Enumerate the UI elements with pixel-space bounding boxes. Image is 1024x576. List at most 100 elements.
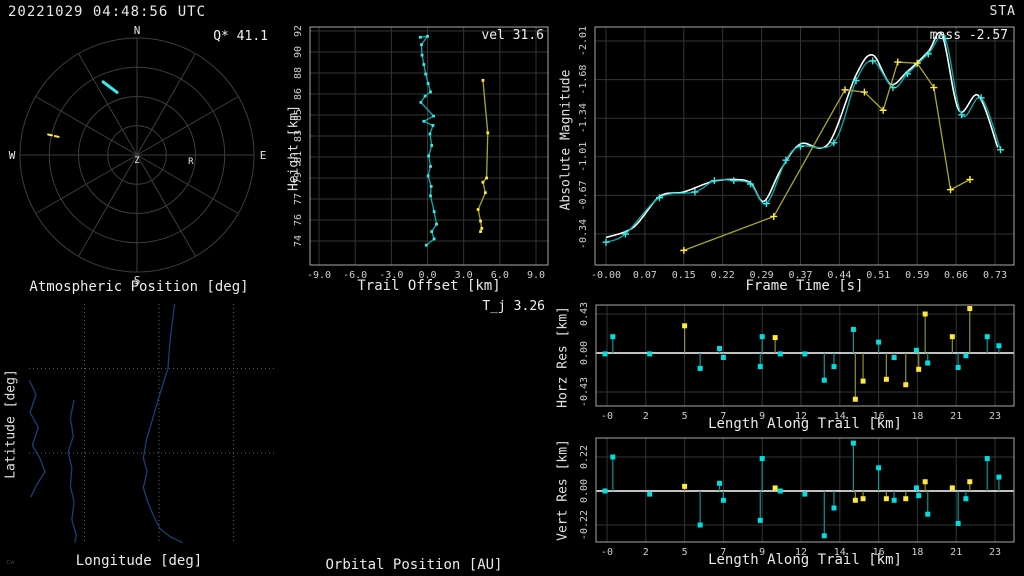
velocity-label: vel 31.6 [481,28,544,43]
svg-text:-1.01: -1.01 [578,142,589,172]
orbital-position-panel [280,296,548,576]
tick-labels: -0 2 5 7 9 12 14 16 18 21 23 0.43 0.00 -0.43 [579,302,1001,422]
svg-text:-3.0: -3.0 [379,270,403,281]
svg-text:0.22: 0.22 [579,445,590,469]
svg-text:9.0: 9.0 [527,270,545,281]
compass-n: N [134,24,141,37]
camera-slot-row [0,0,1024,24]
magnitude-ylabel: Absolute Magnitude [558,69,574,211]
svg-text:16: 16 [873,547,885,558]
svg-text:3.0: 3.0 [455,270,473,281]
vert_res-series-06 [682,479,973,503]
svg-text:0.00: 0.00 [579,341,590,365]
ground-map-panel [0,296,278,576]
svg-text:90: 90 [293,46,304,58]
zenith-label: Z [134,156,140,166]
station-label: STA [989,4,1016,19]
svg-text:88: 88 [293,67,304,79]
watermark: cw [6,558,15,566]
tick-labels: -9.0 -6.0 -3.0 0.0 3.0 6.0 9.0 92 90 88 86 85 83 81 79… [293,25,545,281]
timestamp: 20221029 04:48:56 UTC [8,4,207,20]
svg-text:6.0: 6.0 [491,270,509,281]
vert_res-plot: -0 2 5 7 9 12 14 16 18 21 23 0.22 0.00 -0.22 [579,437,1015,558]
svg-text:-2.01: -2.01 [578,26,589,56]
svg-text:74: 74 [293,235,304,247]
trail-plot: -9.0 -6.0 -3.0 0.0 3.0 6.0 9.0 92 90 88 86 85 83 81 79… [293,25,549,281]
polar-grid [19,37,255,273]
svg-text:77: 77 [293,193,304,205]
svg-text:-0.00: -0.00 [591,270,621,281]
trail-title: Trail Offset [km] [357,278,501,294]
horz_res-series-05 [602,326,1002,383]
svg-text:23: 23 [989,411,1001,422]
svg-text:0.51: 0.51 [866,270,890,281]
plot-border [595,437,1015,543]
svg-text:85: 85 [293,109,304,121]
svg-text:-6.0: -6.0 [343,270,367,281]
svg-text:79: 79 [293,172,304,184]
vert-residuals-panel: -0 2 5 7 9 12 14 16 18 21 23 0.22 0.00 -0.22 [550,432,1024,576]
svg-text:0.44: 0.44 [827,270,851,281]
svg-text:7: 7 [720,411,726,422]
plot-border [309,26,549,266]
compass-s: S [134,274,141,287]
status-bar: 20221029 04:48:56 UTC STA [0,0,1024,24]
svg-text:-0: -0 [601,547,613,558]
magnitude-series-05 [602,35,1005,246]
svg-text:86: 86 [293,88,304,100]
svg-text:-1.34: -1.34 [578,103,589,133]
svg-text:0.29: 0.29 [750,270,774,281]
svg-text:0.07: 0.07 [633,270,657,281]
svg-text:-0.22: -0.22 [579,510,590,540]
svg-text:5: 5 [682,411,688,422]
tick-labels: -0 2 5 7 9 12 14 16 18 21 23 0.22 0.00 -0.22 [579,445,1001,558]
svg-text:0.00: 0.00 [579,479,590,503]
light-curve-panel: -0.00 0.07 0.15 0.22 0.29 0.37 0.44 0.51 0.59 0.6… [550,24,1024,296]
orbital-title: Orbital Position [AU] [325,557,503,573]
map-grid [29,304,276,543]
svg-text:-0.67: -0.67 [578,180,589,210]
svg-text:7: 7 [720,547,726,558]
trail-series-06 [476,78,490,233]
svg-text:76: 76 [293,214,304,226]
svg-text:81: 81 [293,151,304,163]
svg-text:2: 2 [643,411,649,422]
tick-labels: -0.00 0.07 0.15 0.22 0.29 0.37 0.44 0.51 0.59 0.6… [578,26,1007,281]
horz-res-xlabel: Length Along Trail [km] [708,416,902,432]
grid [310,27,548,265]
ground-map-plot [29,304,276,543]
svg-text:-0: -0 [601,411,613,422]
compass-e: E [260,149,267,162]
compass-labels: N S W E Z R [9,24,267,287]
svg-text:0.0: 0.0 [418,270,436,281]
magnitude-series-fit [605,31,999,239]
vert_res-series-05 [602,440,1002,539]
polar-trail-06 [47,133,60,138]
svg-text:-0.34: -0.34 [578,219,589,249]
svg-text:0.43: 0.43 [579,302,590,326]
atmospheric-title: Atmospheric Position [deg] [29,279,249,295]
vert-res-xlabel: Length Along Trail [km] [708,552,902,568]
vert-res-ylabel: Vert Res [km] [555,439,571,541]
svg-text:12: 12 [795,547,807,558]
svg-text:21: 21 [950,411,962,422]
svg-text:12: 12 [795,411,807,422]
horz_res-plot: -0 2 5 7 9 12 14 16 18 21 23 0.43 0.00 -0.43 [579,302,1015,422]
polar-trail-05 [101,80,119,94]
svg-text:0.73: 0.73 [983,270,1007,281]
horz_res-series-06 [682,306,973,402]
atmospheric-position-panel: N S W E Z R [0,24,278,296]
mass-label: mass -2.57 [929,28,1008,43]
magnitude-xlabel: Frame Time [s] [745,278,864,294]
svg-text:18: 18 [911,547,923,558]
horz-residuals-panel: -0 2 5 7 9 12 14 16 18 21 23 0.43 0.00 -0.43 [550,296,1024,432]
map-ylabel: Latitude [deg] [3,369,19,479]
svg-text:5: 5 [682,547,688,558]
trail-offset-panel: -9.0 -6.0 -3.0 0.0 3.0 6.0 9.0 92 90 88 86 85 83 81 79… [280,24,550,296]
radiant-label: R [188,157,194,167]
svg-text:83: 83 [293,130,304,142]
svg-text:14: 14 [834,411,846,422]
svg-text:92: 92 [293,25,304,37]
svg-text:16: 16 [873,411,885,422]
